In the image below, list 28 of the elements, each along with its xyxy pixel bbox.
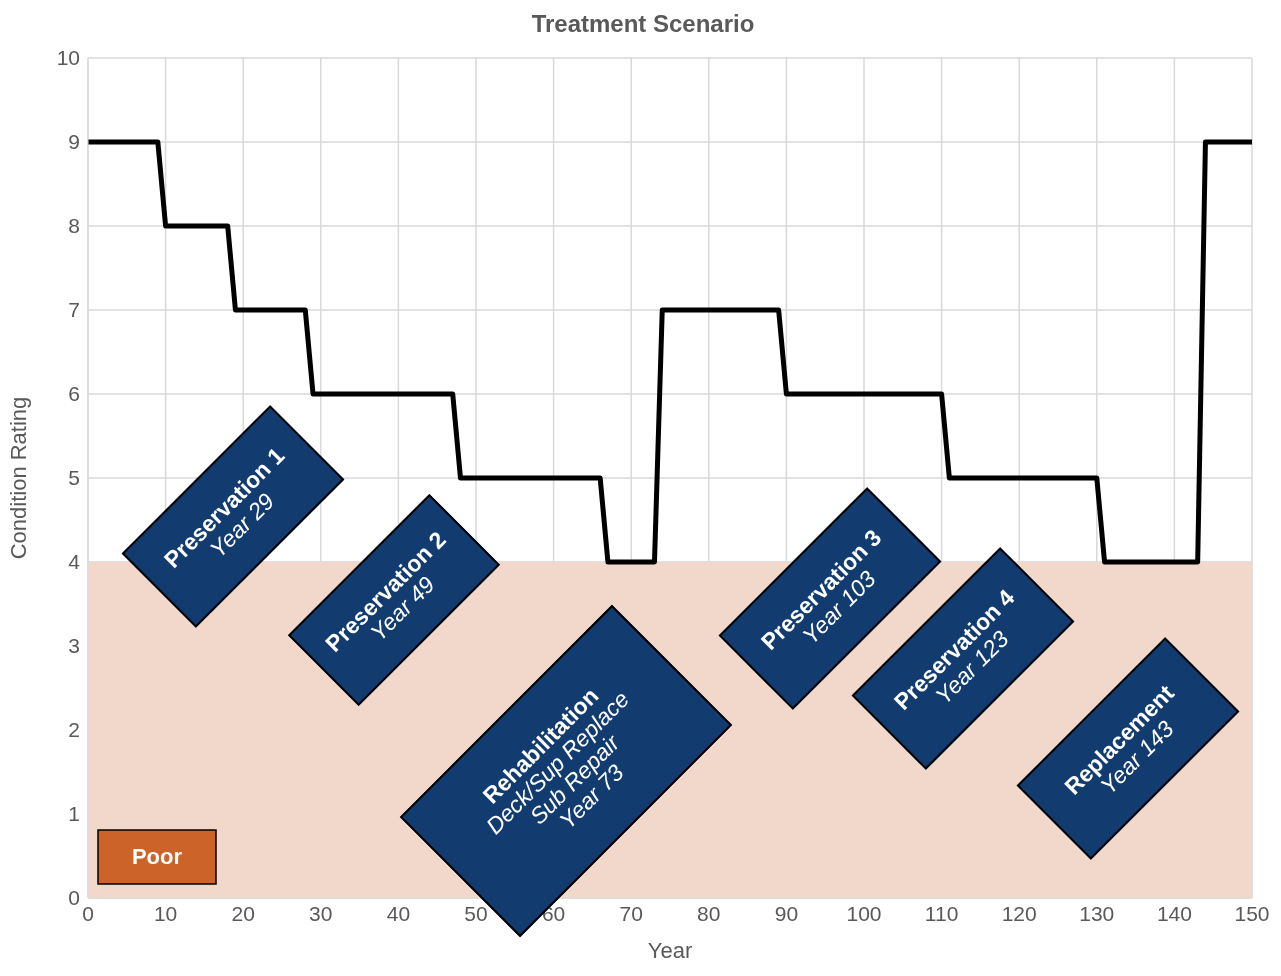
y-tick-label: 0 [68, 886, 80, 910]
x-tick-label: 30 [309, 901, 333, 925]
y-tick-label: 7 [68, 298, 80, 322]
y-tick-label: 5 [68, 466, 80, 490]
x-tick-label: 70 [619, 901, 643, 925]
x-tick-label: 100 [846, 901, 882, 925]
x-tick-label: 80 [697, 901, 721, 925]
x-tick-label: 140 [1156, 901, 1192, 925]
y-tick-label: 10 [56, 46, 80, 70]
y-tick-label: 4 [68, 550, 81, 574]
y-tick-label: 3 [68, 634, 80, 658]
x-tick-label: 120 [1001, 901, 1037, 925]
x-tick-label: 90 [774, 901, 799, 925]
x-tick-label: 110 [924, 901, 959, 925]
y-tick-label: 1 [68, 802, 80, 826]
x-tick-label: 130 [1079, 901, 1115, 925]
y-tick-label: 9 [68, 130, 80, 154]
chart-title: Treatment Scenario [530, 10, 756, 38]
x-tick-label: 50 [464, 901, 488, 925]
y-tick-label: 8 [68, 214, 80, 238]
x-tick-label: 150 [1234, 901, 1270, 925]
x-tick-label: 10 [153, 901, 178, 925]
y-tick-label: 2 [68, 718, 80, 742]
x-axis-title: Year [647, 938, 693, 963]
y-tick-label: 6 [68, 382, 80, 406]
x-tick-label: 20 [231, 901, 255, 925]
band-label: Poor [131, 844, 183, 869]
y-axis-title: Condition Rating [5, 396, 31, 560]
